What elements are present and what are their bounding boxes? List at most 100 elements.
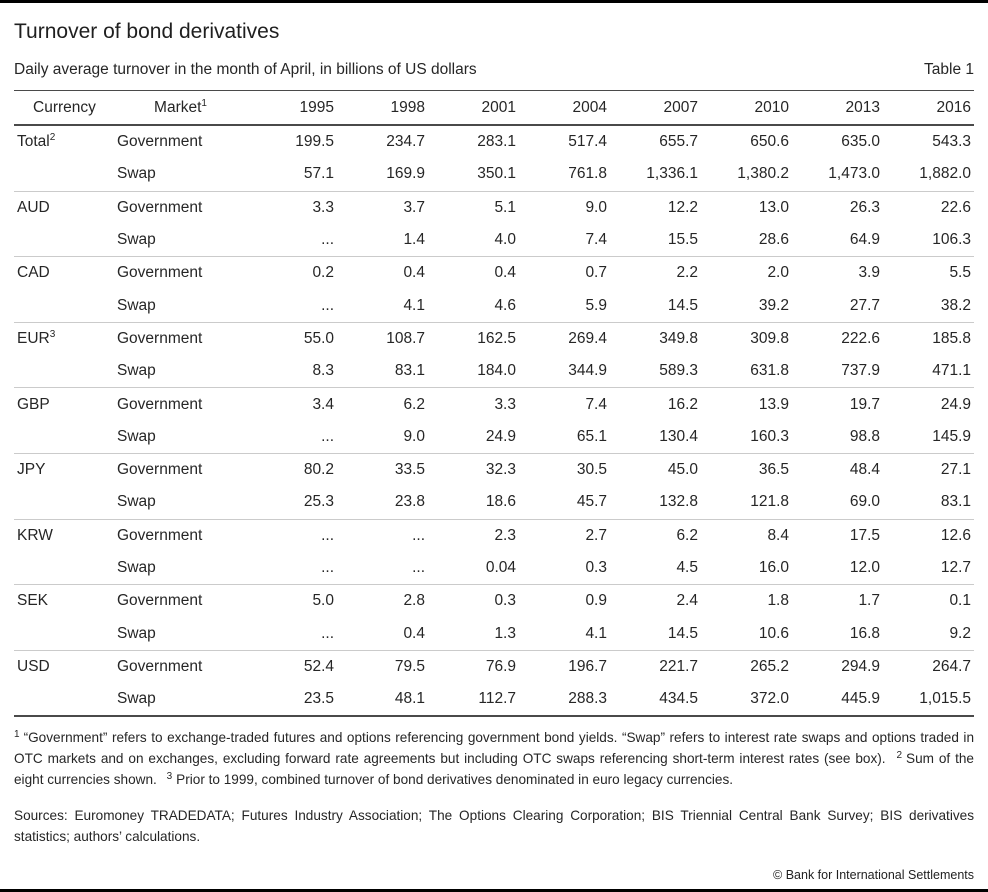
- cell-value: 83.1: [394, 362, 425, 380]
- col-header-year: 2013: [845, 98, 880, 116]
- table-header: Currency Market1 1995 1998 2001 2004 200…: [14, 90, 974, 125]
- cell-value: 265.2: [750, 657, 789, 675]
- cell-currency: SEK: [17, 592, 49, 610]
- cell-value: 79.5: [394, 657, 425, 675]
- cell-market: Swap: [117, 296, 156, 314]
- cell-value: 23.8: [394, 493, 425, 511]
- cell-value: 199.5: [295, 133, 334, 151]
- cell-value: 222.6: [841, 329, 880, 347]
- cell-value: 18.6: [485, 493, 516, 511]
- cell-market: Government: [117, 329, 203, 347]
- table-row: CAD Government 0.2 0.4 0.4 0.7 2.2 2.0 3.9 5.5: [14, 256, 974, 290]
- copyright-notice: © Bank for International Settlements: [773, 868, 974, 882]
- table-row: Swap 23.5 48.1 112.7 288.3 434.5 372.0 445.9 1,0…: [14, 683, 974, 716]
- cell-value: 23.5: [303, 690, 334, 708]
- table-row: Swap 25.3 23.8 18.6 45.7 132.8 121.8 69.0 83.1: [14, 486, 974, 519]
- cell-value: 33.5: [394, 461, 425, 479]
- cell-market: Government: [117, 264, 203, 282]
- cell-value: 1,380.2: [737, 165, 789, 183]
- cell-value: 26.3: [849, 198, 880, 216]
- cell-currency: [14, 552, 115, 585]
- cell-market: Swap: [117, 690, 156, 708]
- footnotes: 1 “Government” refers to exchange-traded …: [14, 727, 974, 790]
- cell-value: 2.4: [676, 592, 698, 610]
- cell-value: 15.5: [667, 231, 698, 249]
- cell-value: 2.0: [767, 264, 789, 282]
- cell-value: ...: [321, 526, 334, 544]
- cell-value: 132.8: [659, 493, 698, 511]
- cell-value: 14.5: [667, 624, 698, 642]
- sources-text: Sources: Euromoney TRADEDATA; Futures In…: [14, 808, 974, 845]
- col-header-year: 2004: [572, 98, 607, 116]
- cell-value: 650.6: [750, 133, 789, 151]
- table-subtitle: Daily average turnover in the month of A…: [14, 61, 477, 78]
- table-row: Swap... 0.4 1.3 4.1 14.5 10.6 16.8 9.2: [14, 617, 974, 650]
- cell-value: 16.8: [849, 624, 880, 642]
- col-header-currency: Currency: [33, 98, 96, 116]
- cell-value: 350.1: [477, 165, 516, 183]
- cell-value: 3.3: [312, 198, 334, 216]
- cell-value: 9.0: [403, 427, 425, 445]
- table-row: Swap... 1.4 4.0 7.4 15.5 28.6 64.9 106.3: [14, 224, 974, 257]
- cell-value: 145.9: [932, 427, 971, 445]
- cell-value: ...: [321, 624, 334, 642]
- cell-value: 1.3: [494, 624, 516, 642]
- footnote-1-text: “Government” refers to exchange-traded f…: [14, 730, 974, 767]
- cell-value: 9.2: [949, 624, 971, 642]
- cell-currency: JPY: [17, 461, 46, 479]
- table-body: Total2 Government 199.5 234.7 283.1 517.4 655.…: [14, 125, 974, 717]
- cell-value: 45.0: [667, 461, 698, 479]
- cell-value: 162.5: [477, 329, 516, 347]
- table-row: Swap... 4.1 4.6 5.9 14.5 39.2 27.7 38.2: [14, 289, 974, 322]
- data-table: Currency Market1 1995 1998 2001 2004 200…: [14, 90, 974, 717]
- cell-market: Government: [117, 657, 203, 675]
- cell-value: 12.6: [940, 526, 971, 544]
- cell-currency: EUR3: [17, 328, 56, 347]
- cell-market: Government: [117, 461, 203, 479]
- cell-value: 0.4: [403, 264, 425, 282]
- cell-value: 48.1: [394, 690, 425, 708]
- cell-value: 48.4: [849, 461, 880, 479]
- col-header-year: 2007: [663, 98, 698, 116]
- cell-value: 543.3: [932, 133, 971, 151]
- cell-value: 7.4: [585, 395, 607, 413]
- table-row: Swap 57.1 169.9 350.1 761.8 1,336.1 1,380.2 1,4…: [14, 158, 974, 191]
- col-header-market: Market1: [154, 97, 207, 116]
- table-row: GBP Government 3.4 6.2 3.3 7.4 16.2 13.9 19.7 24.…: [14, 387, 974, 421]
- cell-value: 3.7: [403, 198, 425, 216]
- table-row: Swap... 9.0 24.9 65.1 130.4 160.3 98.8 145.9: [14, 421, 974, 454]
- cell-value: 14.5: [667, 296, 698, 314]
- table-row: Total2 Government 199.5 234.7 283.1 517.4 655.…: [14, 125, 974, 158]
- cell-value: 1,015.5: [919, 690, 971, 708]
- cell-value: 16.0: [758, 559, 789, 576]
- cell-value: 0.2: [312, 264, 334, 282]
- cell-market: Government: [117, 395, 203, 413]
- cell-value: 64.9: [849, 231, 880, 249]
- col-header-year: 2016: [936, 98, 971, 116]
- cell-value: 13.0: [758, 198, 789, 216]
- cell-value: 6.2: [403, 395, 425, 413]
- cell-value: 264.7: [932, 657, 971, 675]
- cell-market: Government: [117, 198, 203, 216]
- cell-value: 16.2: [667, 395, 698, 413]
- cell-value: 7.4: [585, 231, 607, 249]
- table-row: JPY Government 80.2 33.5 32.3 30.5 45.0 36.5 48.…: [14, 453, 974, 486]
- cell-value: 4.5: [676, 559, 698, 576]
- cell-value: 517.4: [568, 133, 607, 151]
- cell-value: 32.3: [485, 461, 516, 479]
- cell-value: 2.8: [403, 592, 425, 610]
- cell-value: 445.9: [841, 690, 880, 708]
- cell-currency: [14, 421, 115, 454]
- cell-value: 196.7: [568, 657, 607, 675]
- col-header-year: 1998: [390, 98, 425, 116]
- page-title: Turnover of bond derivatives: [14, 20, 280, 43]
- cell-value: ...: [321, 296, 334, 314]
- cell-value: 12.0: [849, 559, 880, 576]
- cell-value: 0.9: [585, 592, 607, 610]
- cell-value: 38.2: [940, 296, 971, 314]
- cell-value: 0.1: [949, 592, 971, 610]
- cell-value: 234.7: [386, 133, 425, 151]
- header-row: Currency Market1 1995 1998 2001 2004 200…: [14, 90, 974, 125]
- cell-market: Swap: [117, 165, 156, 183]
- cell-value: 2.3: [494, 526, 516, 544]
